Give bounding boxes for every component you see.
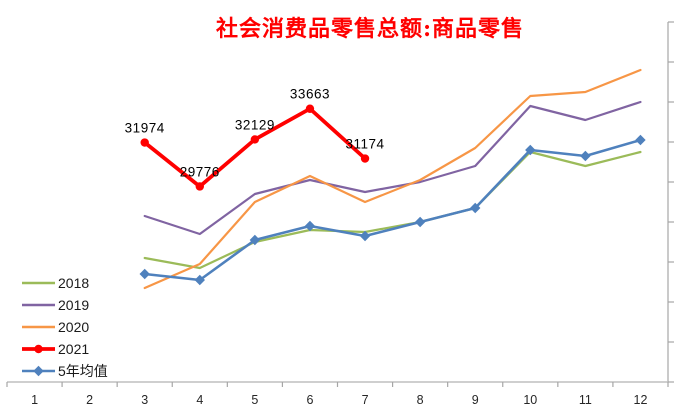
- data-label: 32129: [235, 117, 275, 132]
- series-marker-5年均值: [414, 216, 426, 228]
- legend-marker: [34, 344, 43, 354]
- legend-label: 2019: [58, 297, 89, 313]
- x-tick-label: 7: [362, 393, 369, 407]
- series-marker-5年均值: [249, 234, 261, 246]
- legend-item-2019: 2019: [22, 297, 89, 313]
- data-label: 29776: [180, 164, 220, 179]
- series-marker-5年均值: [359, 230, 371, 242]
- series-line-2018: [143, 150, 642, 270]
- series-line-2019: [143, 100, 642, 236]
- data-label: 31974: [125, 121, 165, 136]
- legend-marker: [33, 365, 44, 377]
- x-tick-label: 4: [196, 393, 203, 407]
- data-label: 31174: [346, 137, 385, 152]
- x-tick-label: 3: [141, 393, 148, 407]
- data-label: 33663: [290, 87, 330, 102]
- legend-label: 2018: [58, 275, 89, 291]
- legend: 2018 2019 2020 2021 5年均值: [22, 275, 108, 379]
- legend-item-2020: 2020: [22, 319, 89, 335]
- series-2021: 31974 29776 32129 33663 31174: [125, 87, 385, 191]
- series-marker-2021: [195, 182, 204, 191]
- series-2019: [143, 100, 642, 236]
- series-marker-5年均值: [304, 220, 316, 232]
- x-tick-label: 6: [306, 393, 313, 407]
- x-tick-label: 1: [31, 393, 38, 407]
- series-marker-5年均值: [635, 134, 646, 146]
- series-marker-2021: [140, 138, 149, 147]
- x-tick-label: 2: [86, 393, 93, 407]
- series-2018: [143, 150, 642, 270]
- series-2020: [143, 68, 642, 290]
- x-tick-label: 8: [417, 393, 424, 407]
- series-marker-5年均值: [139, 268, 150, 280]
- series-marker-5年均值: [525, 144, 536, 156]
- x-tick-label: 9: [472, 393, 479, 407]
- series-line-2020: [143, 68, 642, 290]
- series-line-5年均值: [143, 138, 642, 282]
- legend-item-2021: 2021: [22, 341, 89, 357]
- series-marker-2021: [305, 104, 315, 113]
- legend-label: 2021: [58, 341, 89, 357]
- legend-item-5年均值: 5年均值: [22, 363, 108, 379]
- series-marker-2021: [250, 135, 260, 144]
- legend-label: 2020: [58, 319, 89, 335]
- series-marker-5年均值: [470, 202, 481, 214]
- series-marker-5年均值: [194, 274, 205, 286]
- series-marker-2021: [360, 154, 370, 163]
- series-marker-5年均值: [580, 150, 591, 162]
- x-tick-label: 10: [523, 393, 537, 407]
- chart-title: 社会消费品零售总额:商品零售: [215, 16, 525, 42]
- series-5年均值: [139, 134, 646, 286]
- legend-label: 5年均值: [58, 363, 108, 379]
- x-tick-label: 11: [579, 393, 592, 407]
- x-tick-label: 12: [634, 393, 648, 407]
- legend-item-2018: 2018: [22, 275, 89, 291]
- x-tick-label: 5: [251, 393, 258, 407]
